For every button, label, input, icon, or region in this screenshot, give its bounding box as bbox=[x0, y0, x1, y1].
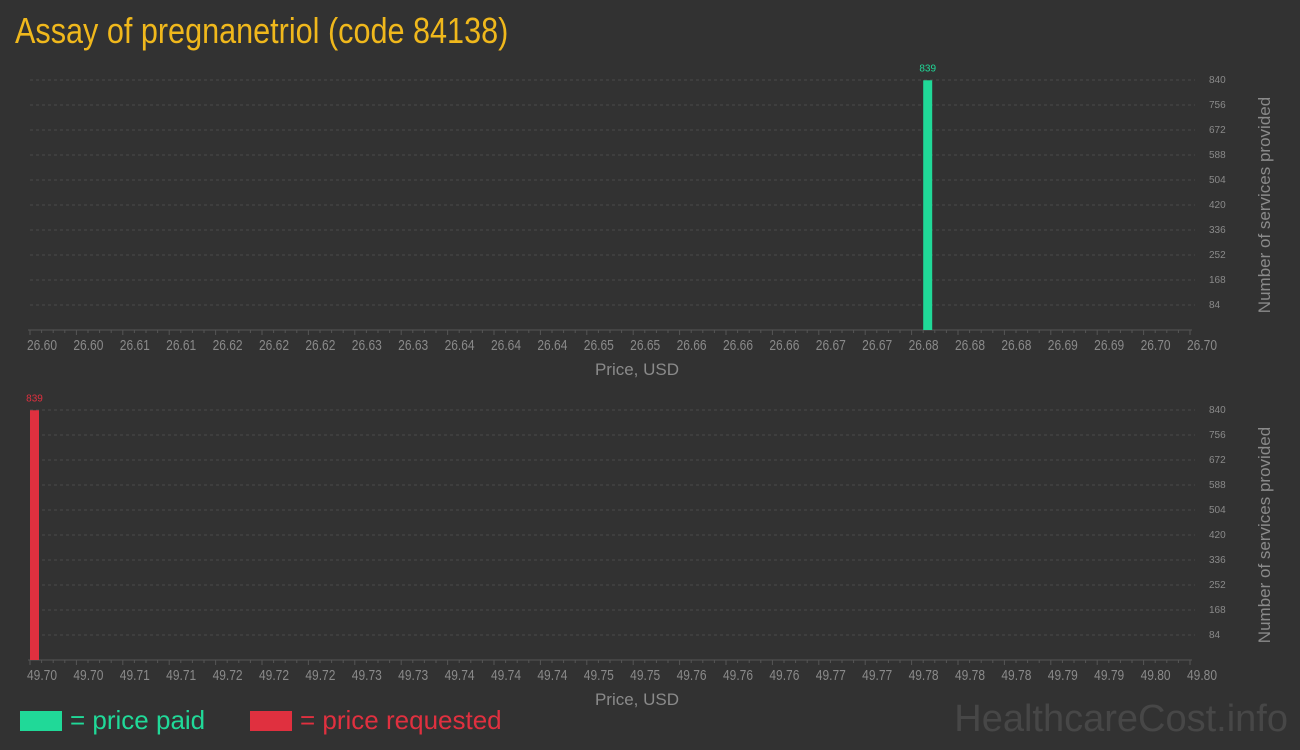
x-tick-label: 26.66 bbox=[769, 337, 799, 354]
x-tick-label: 49.76 bbox=[723, 667, 753, 684]
x-axis-label: Price, USD bbox=[595, 690, 679, 709]
y-tick-label: 672 bbox=[1209, 455, 1226, 466]
y-tick-label: 756 bbox=[1209, 430, 1226, 441]
x-tick-label: 26.64 bbox=[491, 337, 521, 354]
legend-label-requested: = price requested bbox=[300, 705, 502, 735]
legend-paid: = price paid bbox=[20, 705, 205, 736]
bar bbox=[30, 410, 39, 660]
x-tick-label: 49.79 bbox=[1094, 667, 1124, 684]
x-tick-label: 49.77 bbox=[862, 667, 892, 684]
y-axis-label: Number of services provided bbox=[1255, 427, 1274, 643]
y-tick-label: 672 bbox=[1209, 125, 1226, 136]
y-tick-label: 168 bbox=[1209, 605, 1226, 616]
x-tick-label: 26.60 bbox=[73, 337, 103, 354]
y-tick-label: 588 bbox=[1209, 480, 1226, 491]
x-tick-label: 49.71 bbox=[120, 667, 150, 684]
x-tick-label: 26.64 bbox=[537, 337, 567, 354]
legend-requested: = price requested bbox=[250, 705, 502, 736]
x-tick-label: 26.68 bbox=[1001, 337, 1031, 354]
x-tick-label: 49.74 bbox=[537, 667, 567, 684]
y-tick-label: 252 bbox=[1209, 580, 1226, 591]
x-tick-label: 26.65 bbox=[630, 337, 660, 354]
y-tick-label: 84 bbox=[1209, 630, 1221, 641]
x-tick-label: 26.62 bbox=[259, 337, 289, 354]
y-tick-label: 420 bbox=[1209, 200, 1226, 211]
y-tick-label: 756 bbox=[1209, 100, 1226, 111]
page-title: Assay of pregnanetriol (code 84138) bbox=[15, 10, 509, 51]
x-tick-label: 26.63 bbox=[352, 337, 382, 354]
x-tick-label: 49.73 bbox=[398, 667, 428, 684]
x-tick-label: 49.78 bbox=[1001, 667, 1031, 684]
x-tick-label: 49.72 bbox=[213, 667, 243, 684]
y-tick-label: 336 bbox=[1209, 225, 1226, 236]
x-tick-label: 26.67 bbox=[862, 337, 892, 354]
x-tick-label: 49.71 bbox=[166, 667, 196, 684]
x-tick-label: 49.80 bbox=[1187, 667, 1217, 684]
x-tick-label: 26.65 bbox=[584, 337, 614, 354]
y-tick-label: 336 bbox=[1209, 555, 1226, 566]
legend-swatch-paid bbox=[20, 710, 62, 731]
y-tick-label: 420 bbox=[1209, 530, 1226, 541]
x-tick-label: 49.70 bbox=[27, 667, 57, 684]
y-tick-label: 252 bbox=[1209, 250, 1226, 261]
x-tick-label: 26.62 bbox=[305, 337, 335, 354]
x-tick-label: 26.61 bbox=[120, 337, 150, 354]
x-tick-label: 26.64 bbox=[445, 337, 475, 354]
x-tick-label: 26.66 bbox=[677, 337, 707, 354]
y-tick-label: 504 bbox=[1209, 175, 1226, 186]
y-axis-label: Number of services provided bbox=[1255, 97, 1274, 313]
x-tick-label: 49.74 bbox=[491, 667, 521, 684]
x-tick-label: 26.69 bbox=[1094, 337, 1124, 354]
x-tick-label: 49.76 bbox=[769, 667, 799, 684]
y-tick-label: 588 bbox=[1209, 150, 1226, 161]
x-tick-label: 49.78 bbox=[909, 667, 939, 684]
x-tick-label: 26.60 bbox=[27, 337, 57, 354]
y-tick-label: 168 bbox=[1209, 275, 1226, 286]
x-tick-label: 49.72 bbox=[259, 667, 289, 684]
bar-value-label: 839 bbox=[26, 393, 43, 404]
x-tick-label: 49.78 bbox=[955, 667, 985, 684]
legend-label-paid: = price paid bbox=[70, 705, 206, 735]
y-tick-label: 840 bbox=[1209, 405, 1226, 416]
x-tick-label: 26.68 bbox=[909, 337, 939, 354]
x-tick-label: 49.73 bbox=[352, 667, 382, 684]
x-tick-label: 26.63 bbox=[398, 337, 428, 354]
x-tick-label: 49.74 bbox=[445, 667, 475, 684]
x-tick-label: 49.70 bbox=[73, 667, 103, 684]
x-tick-label: 26.70 bbox=[1187, 337, 1217, 354]
x-tick-label: 26.67 bbox=[816, 337, 846, 354]
y-tick-label: 504 bbox=[1209, 505, 1226, 516]
x-tick-label: 26.68 bbox=[955, 337, 985, 354]
x-axis-label: Price, USD bbox=[595, 360, 679, 379]
x-tick-label: 49.75 bbox=[584, 667, 614, 684]
x-tick-label: 49.72 bbox=[305, 667, 335, 684]
x-tick-label: 49.79 bbox=[1048, 667, 1078, 684]
x-tick-label: 26.61 bbox=[166, 337, 196, 354]
x-tick-label: 26.62 bbox=[213, 337, 243, 354]
bar-value-label: 839 bbox=[919, 63, 936, 74]
x-tick-label: 26.69 bbox=[1048, 337, 1078, 354]
y-tick-label: 840 bbox=[1209, 75, 1226, 86]
watermark: HealthcareCost.info bbox=[954, 698, 1288, 740]
x-tick-label: 49.76 bbox=[677, 667, 707, 684]
x-tick-label: 49.80 bbox=[1141, 667, 1171, 684]
x-tick-label: 49.75 bbox=[630, 667, 660, 684]
x-tick-label: 26.66 bbox=[723, 337, 753, 354]
x-tick-label: 26.70 bbox=[1141, 337, 1171, 354]
bar bbox=[923, 80, 933, 330]
x-tick-label: 49.77 bbox=[816, 667, 846, 684]
y-tick-label: 84 bbox=[1209, 300, 1221, 311]
legend-swatch-requested bbox=[250, 710, 292, 731]
